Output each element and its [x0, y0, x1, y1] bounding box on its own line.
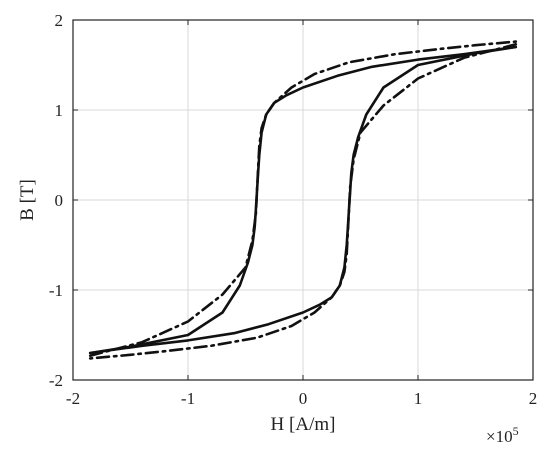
x-axis-multiplier: ×105 [486, 424, 519, 446]
x-tick-label: 2 [529, 389, 538, 408]
y-tick-label: 2 [55, 11, 64, 30]
y-tick-label: -1 [49, 281, 63, 300]
x-tick-labels: -2 -1 0 1 2 [66, 389, 537, 408]
series-group [88, 40, 518, 360]
x-axis-multiplier-base: ×10 [486, 427, 513, 446]
series-line-4 [88, 43, 518, 360]
y-tick-label: -2 [49, 371, 63, 390]
y-tick-labels: -2 -1 0 1 2 [49, 11, 63, 390]
x-axis-label: H [A/m] [271, 414, 336, 435]
tick-marks [72, 19, 534, 381]
y-axis-label: B [T] [17, 179, 38, 221]
grid [72, 19, 534, 381]
series-line-3 [88, 40, 518, 357]
x-tick-label: -1 [181, 389, 195, 408]
x-tick-label: 0 [299, 389, 308, 408]
y-tick-label: 1 [55, 101, 64, 120]
x-tick-label: 1 [414, 389, 423, 408]
x-axis-multiplier-exponent: 5 [513, 424, 519, 438]
x-tick-label: -2 [66, 389, 80, 408]
y-tick-label: 0 [55, 191, 64, 210]
